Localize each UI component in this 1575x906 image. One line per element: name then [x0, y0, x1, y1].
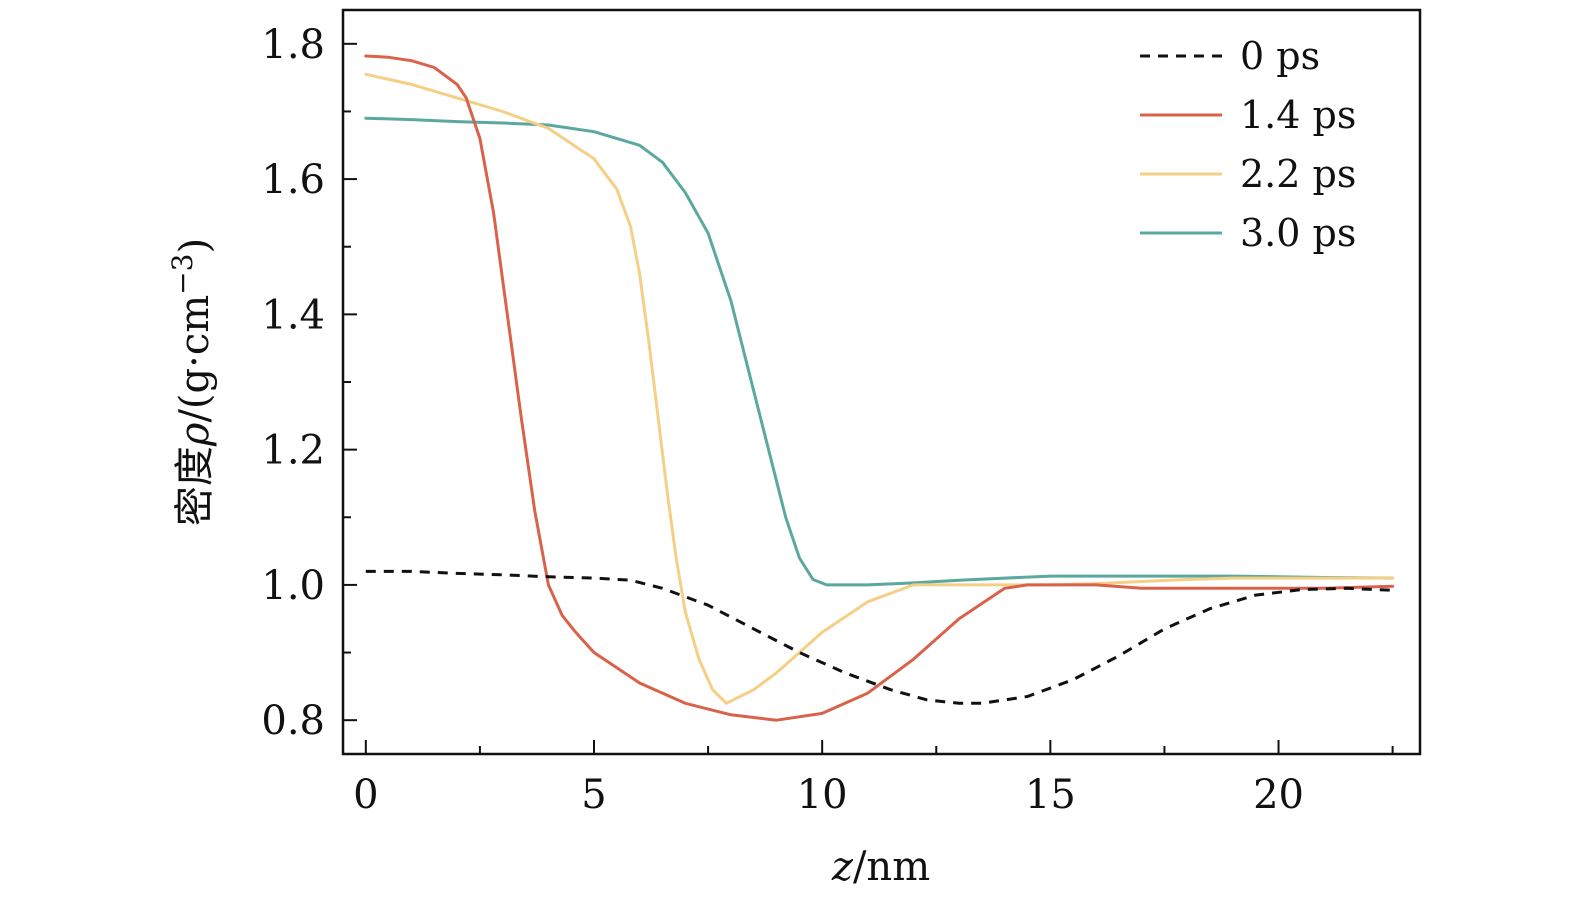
y-tick-label: 1.6 [261, 157, 325, 203]
series-line-2-2-ps [364, 72, 1395, 705]
x-axis-unit: /nm [853, 844, 930, 890]
y-tick-label: 1.8 [261, 22, 325, 68]
y-axis-title: 密度ρ/(g·cm−3) [166, 238, 218, 526]
x-tick-label: 15 [1025, 772, 1076, 818]
legend-label: 2.2 ps [1240, 152, 1356, 196]
y-tick-label: 1.0 [261, 563, 325, 609]
y-axis-unit: /(g·cm [172, 295, 218, 423]
y-axis-close: ) [172, 238, 218, 254]
x-axis-title: z/nm [831, 844, 930, 890]
series-line-3-0-ps [364, 116, 1395, 587]
y-axis-variable: ρ [172, 422, 218, 447]
x-tick-label: 10 [797, 772, 848, 818]
y-tick-label: 0.8 [261, 698, 325, 744]
x-tick-label: 20 [1253, 772, 1304, 818]
legend: 0 ps 1.4 ps 2.2 ps 3.0 ps [1140, 34, 1356, 255]
y-axis-text: 密度 [172, 446, 218, 526]
plot-area [364, 54, 1395, 722]
legend-label: 3.0 ps [1240, 211, 1356, 255]
x-tick-label: 0 [353, 772, 378, 818]
y-tick-label: 1.4 [261, 292, 325, 338]
series-line-1-4-ps [364, 54, 1395, 722]
axis-tick-labels: 0 5 10 15 20 0.8 1.0 1.2 1.4 1.6 1.8 [261, 22, 1304, 818]
x-tick-label: 5 [581, 772, 606, 818]
series-line-0-ps [365, 569, 1393, 705]
x-axis-variable: z [831, 844, 854, 890]
y-axis-exponent: −3 [166, 254, 199, 295]
legend-label: 0 ps [1240, 34, 1320, 78]
axis-ticks [343, 42, 1394, 754]
legend-label: 1.4 ps [1240, 93, 1356, 137]
y-tick-label: 1.2 [261, 428, 325, 474]
